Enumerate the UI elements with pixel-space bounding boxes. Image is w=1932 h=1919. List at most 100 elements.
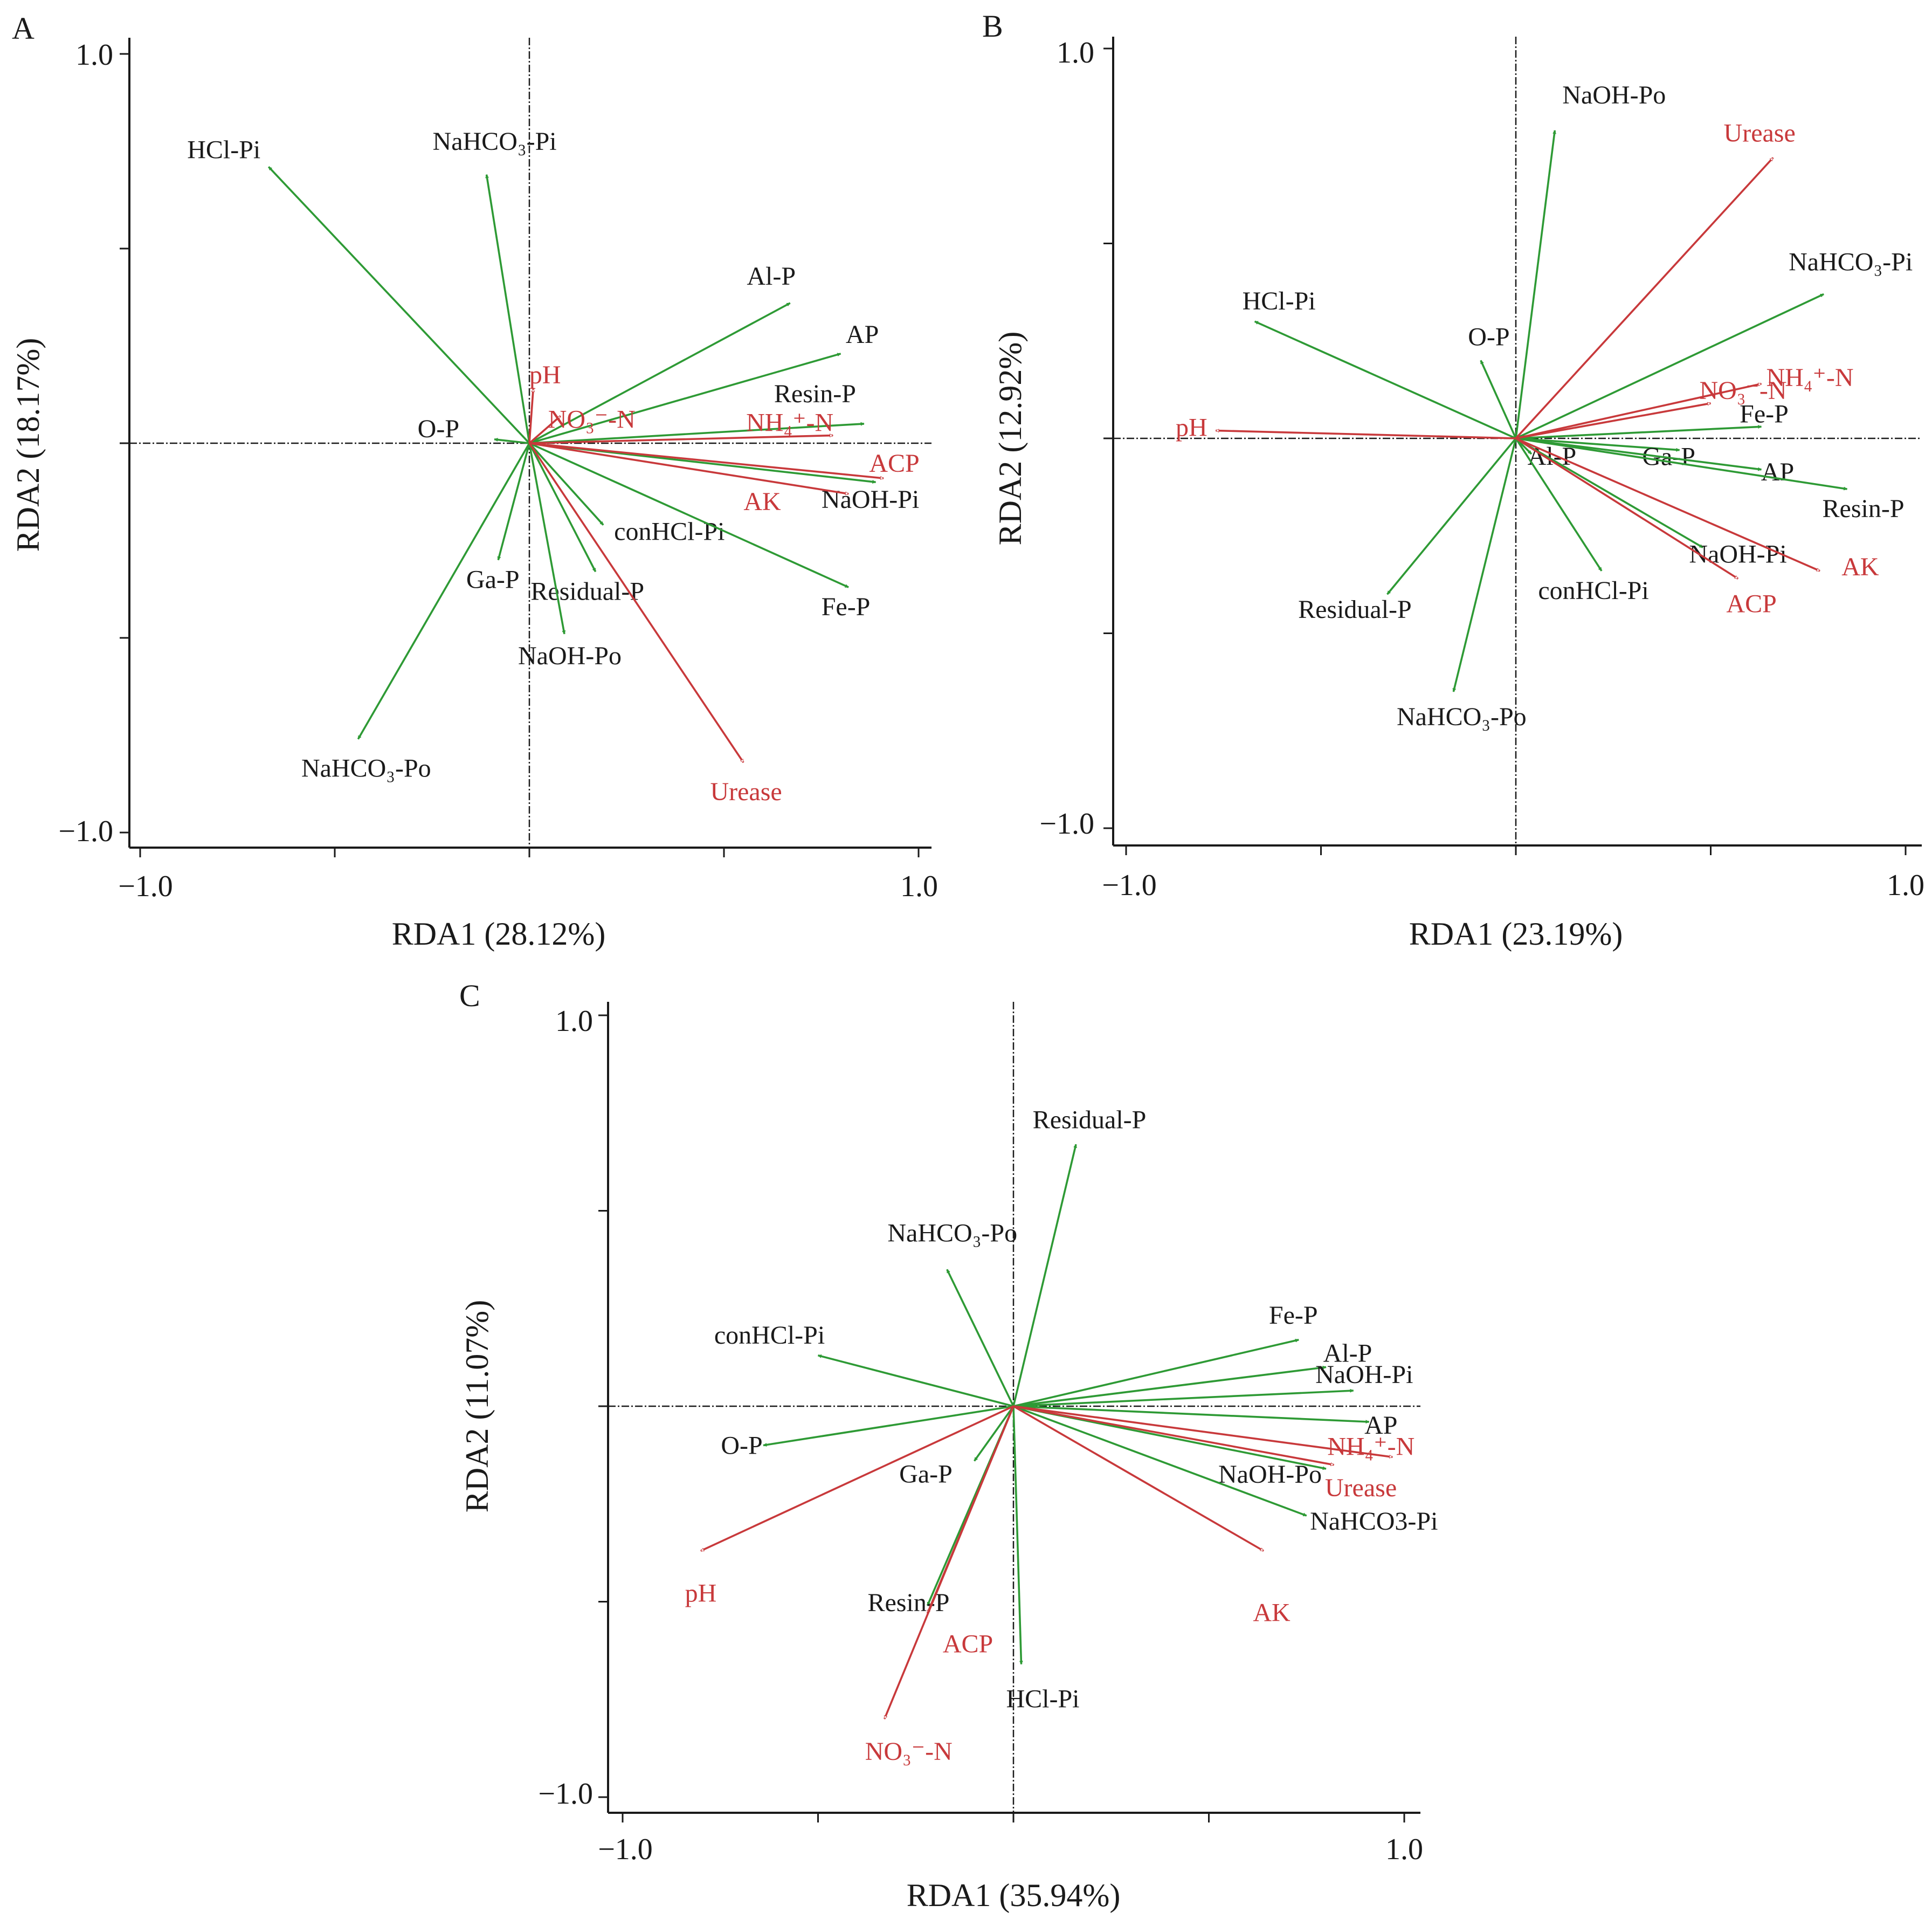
species-vector-label: Ga-P [899, 1460, 953, 1489]
env-vector-arrow [1216, 431, 1516, 439]
x-axis-title: RDA1 (28.12%) [392, 916, 606, 952]
axis-ticks [120, 53, 920, 857]
y-axis-title: RDA2 (12.92%) [992, 332, 1028, 546]
species-vector-label: Residual-P [1033, 1105, 1147, 1134]
species-vector-label: NaOH-Po [1218, 1460, 1322, 1489]
species-vector-arrow [529, 442, 849, 588]
env-vector-label: AK [743, 487, 781, 516]
env-vector-label: NH₄⁺-N [1766, 363, 1853, 392]
species-vector-arrow [529, 422, 865, 444]
species-vector-arrow [1013, 1365, 1327, 1407]
y-tick-label-max: 1.0 [555, 1005, 593, 1038]
species-vector-label: NaHCO₃-Po [1397, 703, 1527, 731]
env-vector-label: pH [529, 361, 561, 389]
species-vector-label: Fe-P [1269, 1301, 1318, 1330]
env-vector-label: pH [685, 1579, 717, 1607]
species-vector-label: NaHCO3-Pi [1310, 1507, 1438, 1536]
species-vector-label: AP [1364, 1411, 1397, 1440]
species-vector-arrow [529, 353, 841, 444]
species-vector-label: AP [846, 320, 879, 349]
env-vector-label: ACP [943, 1629, 993, 1658]
species-vector-arrow [946, 1269, 1015, 1407]
y-axis-title: RDA2 (11.07%) [459, 1300, 495, 1512]
env-vector-label: AK [1841, 553, 1879, 581]
panel-letter: A [12, 11, 34, 46]
species-vector-label: Resin-P [1823, 494, 1905, 523]
species-vector-label: conHCl-Pi [1538, 576, 1648, 605]
species-vector-label: Al-P [1323, 1339, 1372, 1368]
species-vector-arrow [1013, 1388, 1354, 1407]
species-vector-label: Residual-P [1298, 595, 1412, 624]
species-vector-arrow [528, 443, 566, 635]
species-vector-label: NaHCO₃-Pi [1789, 247, 1913, 276]
species-vector-arrow [497, 443, 530, 561]
species-vector-arrow [1254, 320, 1516, 439]
env-vector-label: NH₄⁺-N [746, 409, 833, 437]
env-vector-arrow [1515, 437, 1739, 580]
panel-a: A −1.0 1.0 1.0 −1.0 RDA1 (28.12%) RDA2 (… [10, 11, 938, 952]
env-vector-label: AK [1253, 1598, 1291, 1627]
species-vector-arrow [1386, 437, 1517, 595]
species-vector-arrow [1515, 437, 1680, 452]
panel-b: B −1.0 1.0 1.0 −1.0 RDA1 (23.19%) RDA2 (… [982, 9, 1924, 952]
species-vector-arrow [1515, 425, 1762, 439]
vectors: HCl-Pi NaHCO₃-Pi Al-P AP Resin-P O-P NaOH-Pi co… [187, 127, 919, 806]
species-vector-arrow [763, 1405, 1014, 1447]
env-vector-label: NO₃⁻-N [865, 1737, 953, 1766]
species-vector-arrow [1515, 438, 1603, 572]
x-tick-label-min: −1.0 [118, 870, 173, 903]
species-vector-label: NaOH-Pi [1315, 1360, 1413, 1389]
x-tick-label-min: −1.0 [1102, 869, 1157, 902]
species-vector-arrow [1012, 1406, 1023, 1665]
x-tick-label-max: 1.0 [900, 870, 938, 903]
env-vector-arrow [528, 415, 561, 444]
env-vector-arrow [528, 389, 533, 444]
env-vector-arrow [1515, 437, 1820, 572]
axis-ticks [598, 1014, 1405, 1822]
species-vector-label: Ga-P [466, 566, 520, 594]
species-vector-label: HCl-Pi [1006, 1685, 1079, 1714]
species-vector-label: NaOH-Pi [822, 485, 919, 514]
vectors: Residual-PNaHCO₃-PoconHCl-PiFe-PAl-PNaOH… [685, 1105, 1438, 1766]
species-vector-arrow [1013, 1405, 1307, 1517]
env-vector-arrow [529, 442, 848, 494]
env-vector-label: Urease [710, 778, 782, 806]
species-vector-label: NaHCO₃-Pi [433, 127, 557, 156]
x-axis-title: RDA1 (35.94%) [907, 1877, 1121, 1913]
species-vector-label: Ga-P [1642, 443, 1695, 471]
env-vector-arrow [529, 436, 833, 444]
env-vector-label: NO₃⁻-N [548, 405, 636, 434]
species-vector-label: Residual-P [530, 577, 644, 606]
species-vector-label: AP [1761, 458, 1794, 486]
species-vector-arrow [1452, 438, 1517, 692]
panel-c: C −1.0 1.0 1.0 −1.0 RDA1 (35.94%) RDA2 (… [459, 978, 1438, 1913]
species-vector-arrow [529, 302, 791, 444]
species-vector-label: NaOH-Po [1562, 81, 1666, 109]
species-vector-arrow [528, 443, 597, 573]
x-axis-title: RDA1 (23.19%) [1409, 916, 1623, 952]
env-vector-arrow [1013, 1405, 1392, 1457]
x-tick-label-max: 1.0 [1385, 1833, 1423, 1866]
species-vector-arrow [1515, 437, 1762, 471]
species-vector-arrow [485, 174, 530, 444]
species-vector-label: NaHCO₃-Po [301, 754, 431, 783]
species-vector-label: NaOH-Po [518, 642, 622, 670]
y-tick-label-min: −1.0 [1039, 807, 1094, 841]
env-vector-arrow [528, 442, 744, 764]
species-vector-label: NaHCO₃-Po [887, 1219, 1017, 1247]
env-vector-arrow [1013, 1405, 1264, 1552]
env-vector-label: Urease [1724, 119, 1796, 147]
species-vector-arrow [1515, 293, 1824, 439]
panel-letter: B [982, 9, 1003, 44]
axis-ticks [1103, 47, 1907, 855]
y-tick-label-min: −1.0 [538, 1777, 593, 1811]
species-vector-arrow [528, 442, 604, 526]
y-tick-label-max: 1.0 [75, 38, 113, 72]
species-vector-label: O-P [418, 415, 459, 443]
species-vector-arrow [267, 166, 530, 444]
env-vector-arrow [701, 1405, 1014, 1552]
env-vector-arrow [1515, 384, 1761, 439]
species-vector-label: HCl-Pi [187, 135, 260, 164]
env-vector-label: NO₃⁻-N [1699, 376, 1786, 405]
